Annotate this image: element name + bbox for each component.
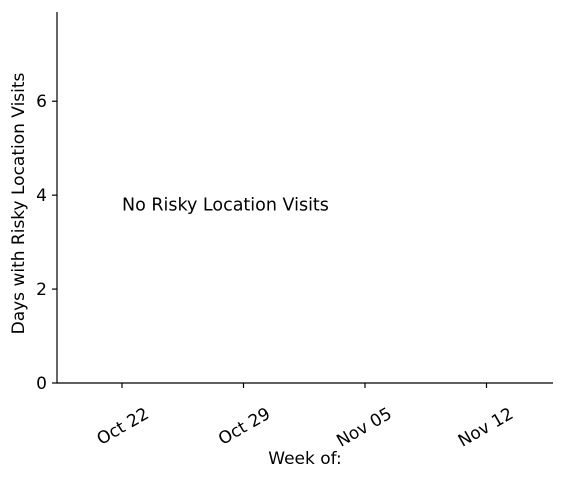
x-tick-label: Nov 12 [455,404,517,451]
no-data-annotation: No Risky Location Visits [122,196,329,216]
y-tick-label: 6 [36,92,47,112]
y-axis-label: Days with Risky Location Visits [9,72,29,334]
axes [56,12,553,384]
x-tick-label: Oct 22 [94,404,153,450]
y-tick-label: 4 [36,186,47,206]
y-axis-ticks: 0 2 4 6 [36,92,57,394]
y-tick-label: 0 [36,374,47,394]
y-tick-label: 2 [36,280,47,300]
x-axis-ticks: Oct 22 Oct 29 Nov 05 Nov 12 [94,383,517,451]
x-tick-label: Nov 05 [333,404,395,451]
x-tick-label: Oct 29 [215,404,274,450]
x-axis-label: Week of: [268,449,342,469]
